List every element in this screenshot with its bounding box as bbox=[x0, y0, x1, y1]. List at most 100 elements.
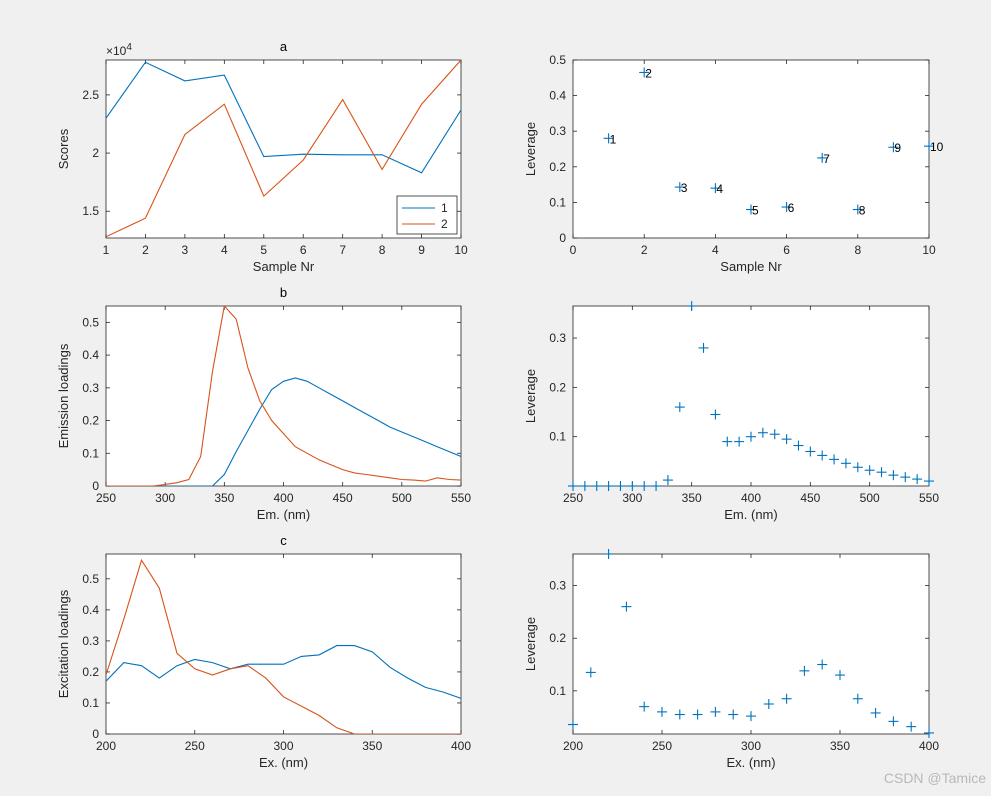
scatter-marker bbox=[568, 719, 578, 730]
chart-c-lev: 200 250 300 350 400 0.1 0.2 0.3 Ex. (nm) Leverage bbox=[523, 549, 939, 770]
y-tick-label: 0.5 bbox=[549, 53, 566, 67]
series-line-1 bbox=[106, 61, 461, 174]
y-axis-label: Leverage bbox=[523, 369, 538, 423]
x-axis-label: Sample Nr bbox=[253, 259, 315, 274]
scatter-marker bbox=[906, 721, 917, 732]
x-tick-label: 400 bbox=[741, 491, 761, 505]
scatter-marker bbox=[888, 142, 899, 153]
x-tick-label: 500 bbox=[392, 491, 412, 505]
x-tick-label: 7 bbox=[339, 243, 346, 257]
x-tick-label: 350 bbox=[362, 739, 382, 753]
scatter-marker bbox=[799, 665, 810, 676]
scatter-marker bbox=[639, 67, 650, 78]
exponent-label: ×104 bbox=[106, 42, 132, 58]
y-tick-label: 0.2 bbox=[549, 160, 566, 174]
x-tick-label: 5 bbox=[260, 243, 267, 257]
scatter-marker bbox=[585, 667, 596, 678]
x-tick-label: 4 bbox=[712, 243, 719, 257]
y-axis-label: Leverage bbox=[523, 617, 538, 671]
x-tick-label: 2 bbox=[142, 243, 149, 257]
y-tick-label: 0.1 bbox=[82, 696, 99, 710]
x-tick-label: 450 bbox=[800, 491, 820, 505]
x-tick-label: 1 bbox=[103, 243, 110, 257]
scatter-marker bbox=[579, 481, 590, 491]
y-tick-label: 0.3 bbox=[82, 634, 99, 648]
scatter-marker bbox=[674, 709, 685, 720]
y-tick-label: 0.1 bbox=[549, 195, 566, 209]
y-tick-label: 1.5 bbox=[82, 204, 99, 218]
y-tick-label: 0.4 bbox=[82, 603, 99, 617]
y-tick-label: 0.3 bbox=[549, 579, 566, 593]
y-tick-label: 0.3 bbox=[549, 331, 566, 345]
y-tick-label: 0.2 bbox=[549, 380, 566, 394]
scatter-marker bbox=[829, 454, 840, 465]
x-tick-label: 450 bbox=[333, 491, 353, 505]
x-tick-label: 200 bbox=[563, 739, 583, 753]
scatter-marker bbox=[852, 693, 863, 704]
scatter-marker bbox=[686, 301, 697, 311]
y-tick-label: 0.1 bbox=[549, 430, 566, 444]
scatter-marker bbox=[692, 709, 703, 720]
scatter-marker bbox=[781, 202, 792, 213]
x-axis-label: Ex. (nm) bbox=[259, 755, 308, 770]
scatter-marker bbox=[568, 481, 578, 491]
y-tick-label: 0 bbox=[92, 727, 99, 741]
plot-area bbox=[105, 553, 462, 735]
y-axis-label: Excitation loadings bbox=[56, 589, 71, 698]
scatter-marker bbox=[876, 467, 887, 478]
y-tick-label: 0.2 bbox=[549, 631, 566, 645]
scatter-marker bbox=[674, 402, 685, 413]
x-axis-label: Em. (nm) bbox=[724, 507, 777, 522]
series-line-2 bbox=[106, 558, 461, 734]
scatter-marker bbox=[662, 475, 673, 486]
x-axis-label: Ex. (nm) bbox=[726, 755, 775, 770]
scatter-marker bbox=[852, 204, 863, 215]
scatter-marker bbox=[746, 431, 756, 442]
x-tick-label: 250 bbox=[652, 739, 672, 753]
legend-box bbox=[396, 195, 458, 235]
y-tick-label: 0.1 bbox=[549, 684, 566, 698]
y-tick-label: 0.2 bbox=[82, 665, 99, 679]
x-tick-label: 6 bbox=[783, 243, 790, 257]
scatter-marker bbox=[674, 182, 685, 193]
scatter-marker bbox=[805, 446, 816, 457]
x-tick-label: 350 bbox=[214, 491, 234, 505]
x-tick-label: 4 bbox=[221, 243, 228, 257]
x-tick-label: 400 bbox=[273, 491, 293, 505]
scatter-marker bbox=[710, 183, 721, 194]
x-tick-label: 550 bbox=[919, 491, 939, 505]
y-tick-label: 0.3 bbox=[549, 124, 566, 138]
x-tick-label: 250 bbox=[185, 739, 205, 753]
y-tick-label: 0.4 bbox=[82, 348, 99, 362]
x-tick-label: 6 bbox=[300, 243, 307, 257]
scatter-marker bbox=[840, 458, 851, 469]
scatter-marker bbox=[615, 481, 626, 491]
y-tick-label: 0.3 bbox=[82, 381, 99, 395]
plot-area bbox=[105, 305, 462, 487]
point-label: 3 bbox=[681, 181, 688, 195]
x-tick-label: 400 bbox=[451, 739, 471, 753]
scatter-marker bbox=[924, 476, 934, 487]
scatter-marker bbox=[817, 152, 828, 163]
scatter-marker bbox=[852, 462, 863, 473]
point-label: 9 bbox=[894, 141, 901, 155]
chart-title: b bbox=[280, 285, 287, 300]
scatter-marker bbox=[639, 701, 650, 712]
scatter-marker bbox=[710, 409, 721, 420]
scatter-marker bbox=[627, 481, 638, 491]
scatter-marker bbox=[835, 670, 845, 681]
x-tick-label: 250 bbox=[96, 491, 116, 505]
x-tick-label: 200 bbox=[96, 739, 116, 753]
scatter-marker bbox=[924, 727, 934, 738]
point-label: 7 bbox=[823, 152, 830, 166]
x-tick-label: 10 bbox=[454, 243, 468, 257]
x-tick-label: 500 bbox=[860, 491, 880, 505]
y-axis-label: Leverage bbox=[523, 122, 538, 176]
scatter-marker bbox=[746, 204, 756, 215]
scatter-marker bbox=[781, 693, 792, 704]
scatter-marker bbox=[817, 450, 828, 461]
x-tick-label: 0 bbox=[570, 243, 577, 257]
x-tick-label: 300 bbox=[155, 491, 175, 505]
